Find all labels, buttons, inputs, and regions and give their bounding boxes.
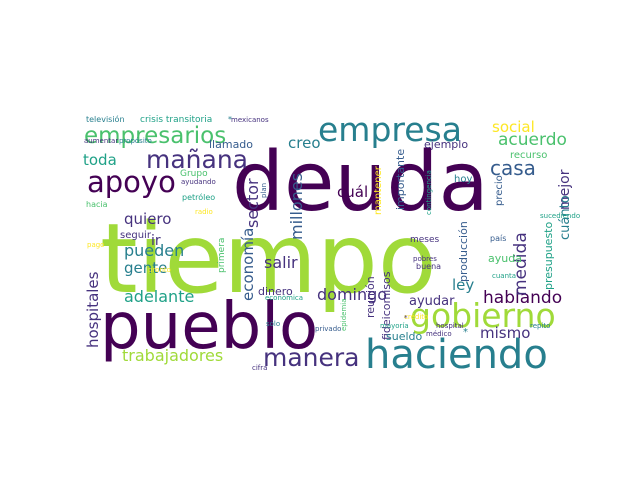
word-78: económica xyxy=(265,294,303,302)
word-22: quiero xyxy=(124,210,171,228)
word-47: hoy xyxy=(454,174,472,185)
word-42: producción xyxy=(457,221,470,282)
word-75: mayoría xyxy=(380,322,409,330)
word-79: sólo xyxy=(266,320,280,328)
word-41: fideicomisos xyxy=(380,271,393,340)
word-58: hacia xyxy=(86,200,108,209)
word-49: precio xyxy=(494,175,505,206)
word-27: creo xyxy=(288,134,321,152)
word-21: gente xyxy=(124,259,167,277)
word-33: ayudar xyxy=(409,294,455,309)
word-52: primera xyxy=(217,238,227,273)
word-16: hospitales xyxy=(84,271,102,348)
word-74: crédito xyxy=(404,313,428,321)
word-32: ley xyxy=(452,276,474,294)
word-73: pobres xyxy=(413,255,437,263)
word-0: tiempo xyxy=(100,203,437,315)
word-67: sucediendo xyxy=(540,212,580,220)
word-35: seguir xyxy=(120,230,152,241)
word-44: dinero xyxy=(258,285,293,298)
word-46: ayuda xyxy=(488,252,522,265)
word-12: acuerdo xyxy=(498,130,567,150)
word-64: aumentar xyxy=(84,137,118,145)
word-45: sueldo xyxy=(386,330,423,343)
word-69: cuanta xyxy=(492,272,516,280)
word-77: privado xyxy=(315,325,341,333)
word-11: social xyxy=(492,118,535,136)
word-59: pago xyxy=(87,241,104,249)
word-5: empresa xyxy=(318,110,462,149)
word-37: ejemplo xyxy=(424,138,468,151)
word-81: * xyxy=(228,115,232,124)
word-53: plan xyxy=(260,183,268,198)
word-40: reunión xyxy=(364,276,377,318)
word-54: Grupo xyxy=(180,169,208,179)
word-13: hablando xyxy=(483,288,562,308)
word-4: gobierno xyxy=(410,296,556,335)
word-61: televisión xyxy=(86,114,125,124)
word-23: toda xyxy=(83,151,117,169)
word-82: * xyxy=(463,327,468,338)
word-70: repito xyxy=(530,322,550,330)
word-83: * xyxy=(404,314,408,322)
word-38: importante xyxy=(394,149,407,210)
word-30: cuánto xyxy=(558,195,573,240)
word-43: presupuesto xyxy=(542,222,555,290)
word-10: casa xyxy=(490,156,536,180)
word-56: petróleo xyxy=(182,192,215,202)
word-80: cifra xyxy=(252,364,267,372)
word-62: crisis transitoria xyxy=(140,115,212,125)
word-51: buena xyxy=(416,262,441,271)
word-68: país xyxy=(490,234,506,243)
word-71: hospital xyxy=(436,322,464,330)
word-14: mismo xyxy=(480,324,530,342)
word-17: adelante xyxy=(124,287,194,306)
word-48: recurso xyxy=(510,150,547,161)
word-57: radio xyxy=(195,208,213,216)
word-55: ayudando xyxy=(181,178,216,186)
word-18: economía xyxy=(239,228,257,301)
word-65: propósito xyxy=(119,137,152,145)
word-2: pueblo xyxy=(100,290,318,364)
word-34: ir xyxy=(151,233,161,249)
word-24: salir xyxy=(264,253,298,272)
word-3: haciendo xyxy=(365,332,548,378)
word-19: sector xyxy=(243,178,262,228)
word-76: epidemia xyxy=(340,299,348,332)
word-9: manera xyxy=(263,343,360,372)
word-63: mexicanos xyxy=(231,116,269,124)
word-26: millones xyxy=(287,173,306,240)
word-36: llamado xyxy=(209,138,253,151)
word-66: contingencia xyxy=(425,170,433,215)
word-7: apoyo xyxy=(87,165,176,199)
word-39: mantener xyxy=(373,165,384,215)
word-25: domingo xyxy=(317,285,387,304)
word-8: mañana xyxy=(146,145,248,174)
word-28: cuál xyxy=(337,183,368,201)
word-50: meses xyxy=(410,235,440,245)
word-6: empresarios xyxy=(84,123,226,149)
word-1: deuda xyxy=(232,135,489,230)
word-15: trabajadores xyxy=(122,346,223,365)
word-31: medida xyxy=(511,232,531,296)
word-72: médico xyxy=(426,330,452,338)
word-60: pronto xyxy=(148,266,171,274)
word-29: mejor xyxy=(557,169,573,210)
word-20: pueden xyxy=(124,241,184,260)
